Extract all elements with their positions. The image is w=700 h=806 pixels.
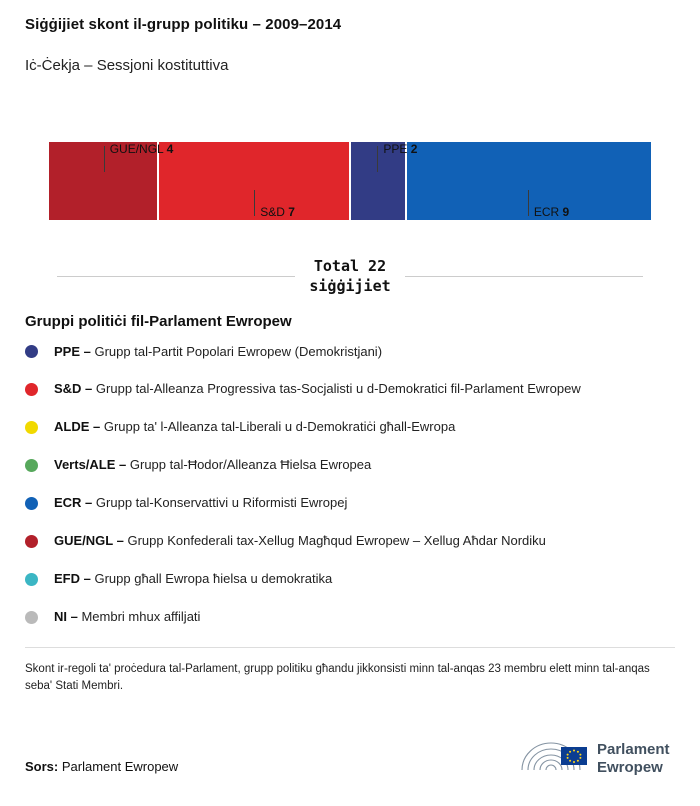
total-seats-label: Total 22 siġġijiet bbox=[295, 256, 404, 297]
callout-label: ECR 9 bbox=[533, 205, 570, 219]
logo-text-line1: Parlament bbox=[597, 741, 670, 758]
parliament-logo-graphic: Parlament Ewropew bbox=[521, 741, 670, 776]
callout-ppe: PPE 2 bbox=[377, 142, 417, 172]
legend-item-label: ECR – Grupp tal-Konservattivi u Riformis… bbox=[54, 495, 348, 511]
group-color-dot bbox=[25, 534, 38, 548]
total-seats-line2: siġġijiet bbox=[309, 277, 391, 296]
legend-item: GUE/NGL – Grupp Konfederali tax-Xellug M… bbox=[25, 533, 675, 550]
group-color-dot bbox=[25, 572, 38, 586]
seats-chart: GUE/NGL 4 S&D 7 PPE 2 ECR 9 bbox=[49, 142, 651, 220]
footer: Sors: Parlament Ewropew bbox=[25, 730, 675, 782]
legend-item: EFD – Grupp għall Ewropa ħielsa u demokr… bbox=[25, 571, 675, 588]
legend-item: ALDE – Grupp ta' l-Alleanza tal-Liberali… bbox=[25, 419, 675, 436]
legend-item-label: PPE – Grupp tal-Partit Popolari Ewropew … bbox=[54, 343, 383, 359]
legend-list: PPE – Grupp tal-Partit Popolari Ewropew … bbox=[25, 344, 675, 626]
legend-item-label: S&D – Grupp tal-Alleanza Progressiva tas… bbox=[54, 381, 581, 397]
eu-flag-icon bbox=[561, 747, 587, 766]
source-value: Parlament Ewropew bbox=[58, 759, 179, 775]
legend-item: S&D – Grupp tal-Alleanza Progressiva tas… bbox=[25, 381, 675, 398]
legend-item: Verts/ALE – Grupp tal-Ħodor/Alleanza Ħie… bbox=[25, 457, 675, 474]
bar-segment-ppe[interactable] bbox=[351, 142, 408, 220]
callout-label: PPE 2 bbox=[383, 142, 418, 156]
group-color-dot bbox=[25, 421, 38, 435]
legend-item: PPE – Grupp tal-Partit Popolari Ewropew … bbox=[25, 344, 675, 361]
group-color-dot bbox=[25, 345, 38, 359]
divider-line-left bbox=[57, 275, 296, 277]
total-seats-line1: Total 22 bbox=[313, 257, 387, 275]
legend-item-label: EFD – Grupp għall Ewropa ħielsa u demokr… bbox=[54, 570, 333, 586]
callout-s-d: S&D 7 bbox=[254, 190, 295, 219]
bar-segment-ecr[interactable] bbox=[407, 142, 651, 220]
european-parliament-logo: Parlament Ewropew bbox=[519, 730, 675, 782]
group-color-dot bbox=[25, 497, 38, 510]
logo-text-line2: Ewropew bbox=[597, 759, 663, 776]
legend-item: ECR – Grupp tal-Konservattivi u Riformis… bbox=[25, 495, 675, 512]
total-divider: Total 22 siġġijiet bbox=[57, 256, 643, 297]
callout-label: S&D 7 bbox=[260, 205, 295, 219]
group-color-dot bbox=[25, 610, 38, 624]
group-color-dot bbox=[25, 459, 38, 473]
page-subtitle: Iċ-Ċekja – Sessjoni kostituttiva bbox=[25, 57, 229, 74]
legend-item-label: ALDE – Grupp ta' l-Alleanza tal-Liberali… bbox=[54, 419, 456, 435]
legend-item-label: Verts/ALE – Grupp tal-Ħodor/Alleanza Ħie… bbox=[54, 457, 372, 473]
source-label: Sors: bbox=[25, 759, 59, 775]
footnote-text: Skont ir-regoli ta' proċedura tal-Parlam… bbox=[25, 662, 650, 693]
legend-item-label: GUE/NGL – Grupp Konfederali tax-Xellug M… bbox=[54, 532, 546, 548]
callout-gue-ngl: GUE/NGL 4 bbox=[103, 142, 173, 172]
group-color-dot bbox=[25, 383, 38, 397]
legend-item: NI – Membri mhux affiljati bbox=[25, 609, 675, 626]
page-title: Siġġijiet skont il-grupp politiku – 2009… bbox=[25, 16, 342, 33]
callout-label: GUE/NGL 4 bbox=[109, 142, 174, 156]
divider-line-right bbox=[404, 275, 643, 277]
source-line: Sors: Parlament Ewropew bbox=[25, 759, 178, 782]
footnote-divider bbox=[25, 646, 675, 648]
legend-heading: Gruppi politiċi fil-Parlament Ewropew bbox=[25, 312, 292, 330]
legend-item-label: NI – Membri mhux affiljati bbox=[54, 608, 201, 624]
callout-ecr: ECR 9 bbox=[527, 190, 569, 219]
